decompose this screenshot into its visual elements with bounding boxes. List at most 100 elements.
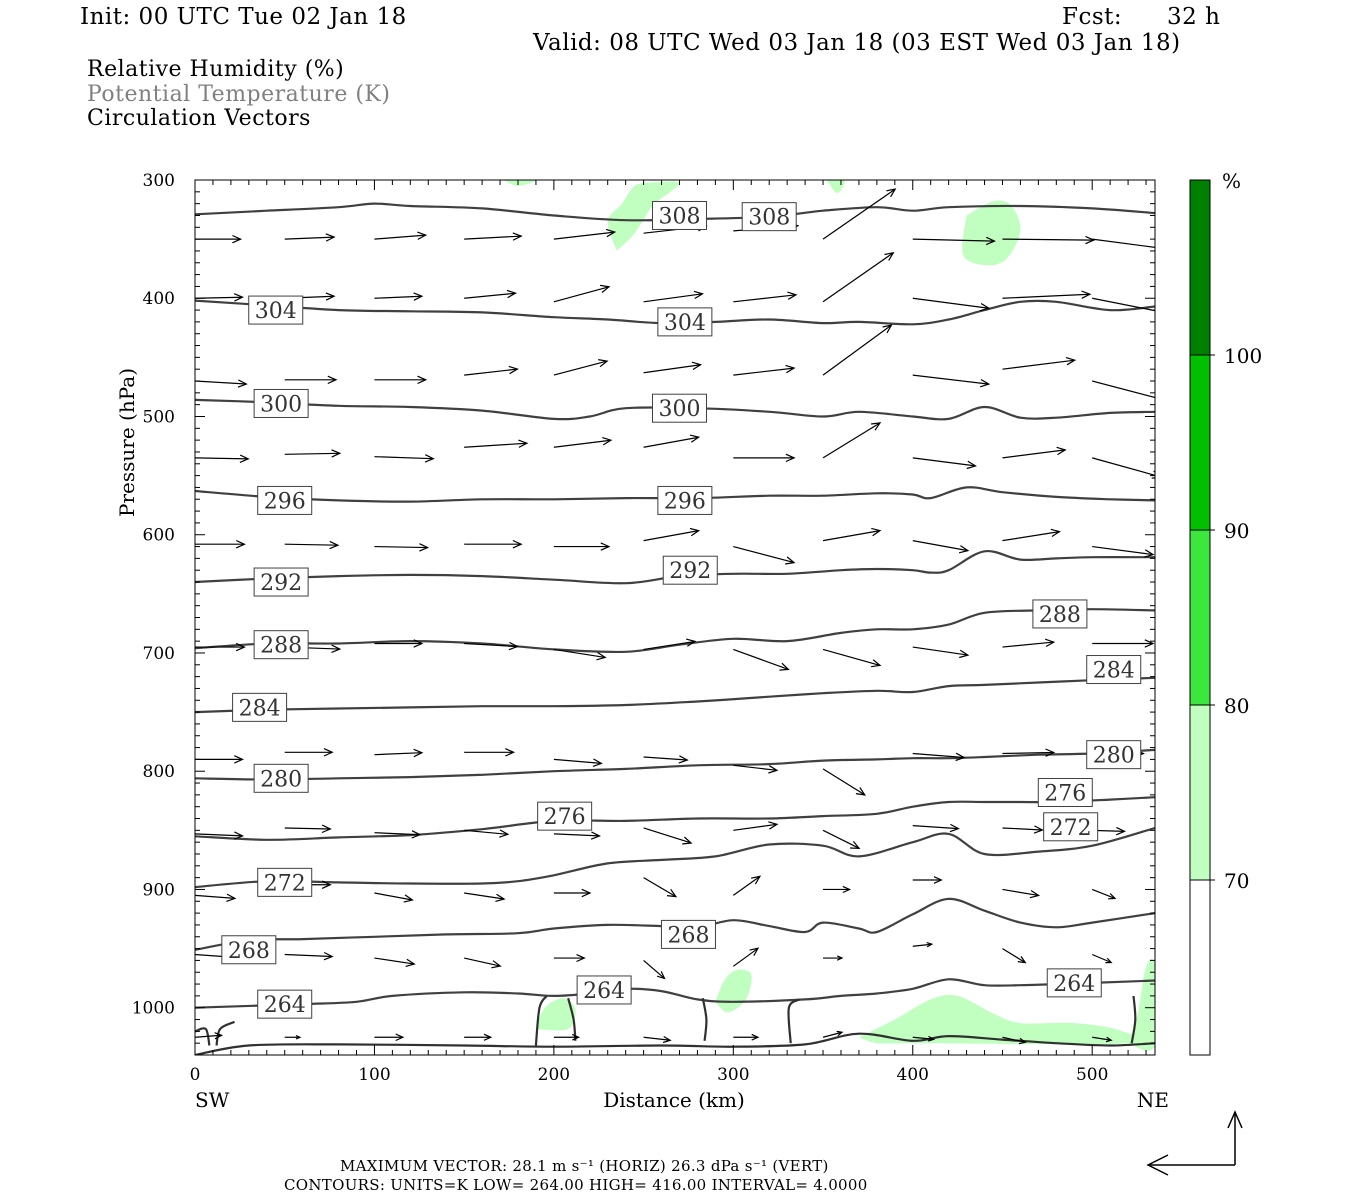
circulation-vector (822, 324, 892, 376)
circulation-vector (733, 764, 778, 771)
circulation-vector (1002, 1036, 1026, 1043)
theta-contour-surface (195, 1032, 1155, 1055)
colorbar-label: 100 (1224, 344, 1262, 368)
circulation-vector-head (1105, 957, 1113, 964)
circulation-vector-head (871, 527, 882, 537)
circulation-vector (374, 752, 422, 756)
contour-label-box (221, 935, 277, 965)
circulation-vector (912, 646, 968, 656)
circulation-vector-head (413, 639, 424, 648)
circulation-vector-head (882, 324, 893, 334)
circulation-vector-head (592, 758, 603, 767)
circulation-vector (1002, 751, 1054, 755)
circulation-vector-head (233, 831, 244, 840)
circulation-vector-head (1159, 308, 1168, 315)
circulation-vector-head (1160, 244, 1169, 251)
contour-label-box (257, 485, 313, 515)
contour-label-box (1032, 599, 1088, 629)
circulation-vector-head (1105, 1036, 1113, 1043)
circulation-vector (284, 953, 333, 958)
circulation-vector (1091, 953, 1112, 964)
contour-label-300: 300 (658, 397, 700, 422)
circulation-vector-head (323, 748, 334, 757)
circulation-vector (464, 292, 516, 299)
theta-contour-276 (195, 796, 1155, 841)
rh-shade-region (607, 181, 681, 251)
contour-label-box (657, 485, 713, 515)
circulation-vector-head (395, 1033, 405, 1042)
circulation-vector (464, 235, 522, 240)
circulation-vector (284, 543, 338, 546)
circulation-vector-head (572, 1033, 581, 1041)
y-tick-label: 700 (143, 644, 175, 664)
colorbar-label: 90 (1224, 519, 1249, 543)
circulation-vector (822, 252, 894, 303)
contour-label-box (651, 393, 707, 423)
legend-rh: Relative Humidity (%) (87, 57, 345, 82)
circulation-vector-head (235, 642, 246, 652)
contour-label-box (1086, 655, 1142, 685)
contour-label-box (1086, 740, 1142, 770)
circulation-vector-head (323, 951, 334, 961)
circulation-vector-head (779, 662, 790, 671)
circulation-vector-head (491, 960, 502, 969)
rh-shade-region (826, 180, 845, 193)
circulation-vector (643, 364, 701, 374)
colorbar-unit: % (1222, 169, 1241, 193)
circulation-vector (822, 768, 866, 796)
circulation-vector (643, 530, 699, 542)
circulation-vector (1002, 359, 1075, 370)
circulation-vector (733, 648, 789, 670)
circulation-vector-head (926, 942, 934, 948)
vector-key (1146, 1110, 1243, 1176)
contour-label-272: 272 (1050, 816, 1092, 841)
contour-label-box (257, 989, 313, 1019)
circulation-vector-head (959, 649, 970, 659)
circulation-vector (1092, 545, 1154, 556)
circulation-vector (912, 374, 989, 385)
circulation-vector (643, 293, 703, 303)
circulation-vector (1002, 888, 1039, 897)
circulation-vector-head (483, 1033, 493, 1041)
contour-label-292: 292 (260, 571, 302, 596)
axes: 0 100 200 300 400 500 300 400 500 600 700 800 900 100… (115, 171, 1169, 1112)
circulation-vector-head (689, 527, 701, 537)
theta-contour-surface-loop (701, 998, 708, 1041)
legend-vectors: Circulation Vectors (87, 106, 311, 131)
circulation-vector-head (518, 439, 529, 448)
circulation-vector-head (329, 540, 340, 550)
circulation-vector (643, 640, 695, 651)
circulation-vector (374, 957, 415, 965)
circulation-vector-head (232, 234, 243, 244)
circulation-vector-head (598, 359, 609, 368)
circulation-vector (284, 452, 340, 455)
circulation-vector (374, 545, 428, 549)
circulation-vector (553, 758, 602, 764)
circulation-vector-head (214, 1032, 224, 1040)
circulation-vector-head (927, 1035, 936, 1042)
circulation-vector-head (985, 236, 996, 246)
y-axis-label: Pressure (hPa) (115, 368, 139, 517)
circulation-vector (912, 943, 932, 947)
circulation-vector-head (417, 231, 428, 240)
circulation-vector (553, 833, 600, 837)
circulation-vector (553, 231, 615, 240)
circulation-vector-head (413, 748, 424, 758)
circulation-vector-head (605, 228, 617, 238)
circulation-vector-head (662, 1035, 672, 1044)
circulation-vector-head (1081, 290, 1092, 299)
contour-label-264: 264 (264, 993, 306, 1018)
circulation-vector-head (581, 888, 592, 898)
theta-contour-surface-loop (1130, 995, 1137, 1044)
contour-label-box (660, 919, 716, 949)
contour-labels: 264 264 264 268 268 272 272 276 276 280 280 284 284 2… (221, 200, 1142, 1019)
contour-label-box (253, 567, 309, 597)
x-tick-label: 0 (190, 1065, 201, 1085)
circulation-vector (912, 238, 995, 242)
circulation-vector (1002, 948, 1026, 964)
contour-label-296: 296 (264, 489, 306, 514)
circulation-vector-head (1018, 1037, 1027, 1045)
contour-label-box (576, 975, 632, 1005)
circulation-vector (374, 234, 426, 240)
circulation-vector (1092, 457, 1155, 476)
